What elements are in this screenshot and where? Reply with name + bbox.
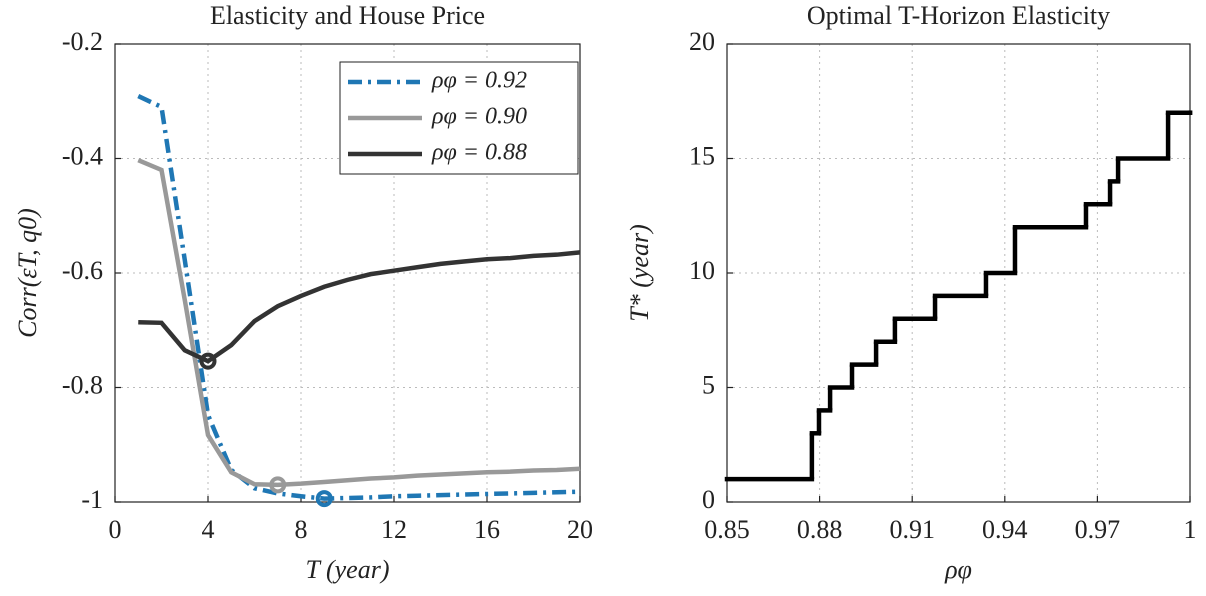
legend-label: ρφ = 0.92 <box>431 68 527 94</box>
minimum-marker <box>199 352 217 370</box>
minimum-marker <box>269 476 287 494</box>
x-tick-label: 0.85 <box>704 515 750 544</box>
x-tick-label: 16 <box>474 515 500 544</box>
y-tick-label: 15 <box>689 141 715 170</box>
y-tick-label: -0.4 <box>62 141 103 170</box>
legend-label: ρφ = 0.90 <box>431 104 527 130</box>
axes-box <box>114 43 581 503</box>
y-tick-label: -0.8 <box>62 370 103 399</box>
x-tick-label: 0.91 <box>889 515 935 544</box>
plot-area <box>727 44 1190 502</box>
axes-box <box>726 43 1191 503</box>
y-tick-label: 5 <box>702 370 715 399</box>
x-tick-label: 4 <box>202 515 215 544</box>
chart-title: Optimal T-Horizon Elasticity <box>807 1 1110 30</box>
x-tick-label: 1 <box>1184 515 1197 544</box>
y-tick-label: -0.2 <box>62 27 103 56</box>
y-tick-label: -0.6 <box>62 256 103 285</box>
x-tick-label: 20 <box>567 515 593 544</box>
series-line <box>137 94 581 501</box>
x-tick-label: 0.97 <box>1075 515 1121 544</box>
x-tick-label: 0 <box>109 515 122 544</box>
y-axis-label: Corr(εT, q0) <box>13 208 42 338</box>
minimum-marker <box>315 490 333 508</box>
x-tick-label: 0.94 <box>982 515 1028 544</box>
x-tick-label: 12 <box>381 515 407 544</box>
x-axis-label: ρφ <box>944 555 972 584</box>
y-tick-label: 10 <box>689 256 715 285</box>
chart-title: Elasticity and House Price <box>210 1 485 30</box>
legend-label: ρφ = 0.88 <box>431 140 527 166</box>
x-tick-label: 8 <box>295 515 308 544</box>
y-tick-label: 0 <box>702 485 715 514</box>
y-axis-label: T* (year) <box>625 224 654 321</box>
y-tick-label: -1 <box>81 485 103 514</box>
legend: ρφ = 0.92 ρφ = 0.90 ρφ = 0.88 <box>339 61 579 175</box>
series-line <box>137 158 581 488</box>
x-tick-label: 0.88 <box>797 515 843 544</box>
y-tick-label: 20 <box>689 27 715 56</box>
x-axis-label: T (year) <box>305 555 389 584</box>
